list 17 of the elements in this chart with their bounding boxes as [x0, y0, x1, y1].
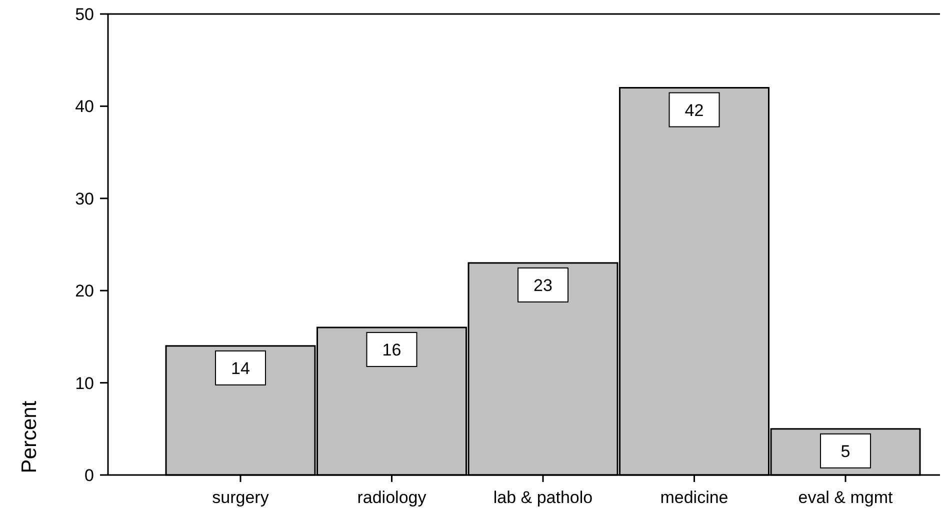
y-axis-title: Percent — [18, 400, 41, 474]
x-tick-label: radiology — [357, 488, 427, 507]
y-tick-label: 0 — [84, 466, 94, 485]
y-tick-label: 40 — [75, 97, 94, 116]
data-label: 5 — [840, 442, 850, 461]
y-tick-label: 20 — [75, 282, 94, 301]
data-label: 23 — [534, 276, 552, 295]
x-tick-label: lab & patholo — [493, 488, 593, 507]
x-tick-label: medicine — [660, 488, 728, 507]
data-label: 16 — [382, 340, 402, 360]
data-label: 42 — [684, 100, 704, 120]
y-tick-label: 10 — [75, 374, 94, 393]
x-tick-label: surgery — [212, 488, 270, 507]
data-label: 14 — [231, 358, 250, 378]
y-tick-label: 50 — [75, 5, 94, 24]
x-tick-label: eval & mgmt — [798, 488, 894, 507]
y-tick-label: 30 — [75, 189, 94, 208]
